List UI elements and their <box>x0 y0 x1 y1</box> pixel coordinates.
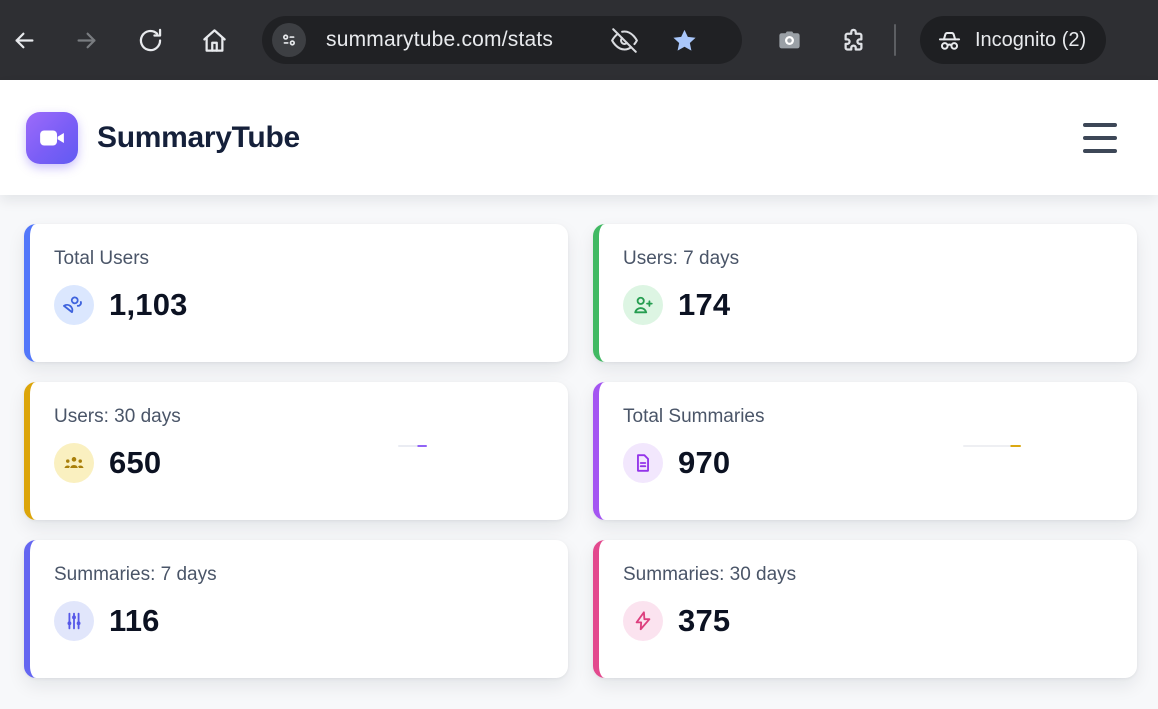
stat-card-value: 650 <box>109 445 162 480</box>
site-settings-icon <box>283 34 296 46</box>
stat-card-value: 174 <box>678 287 731 322</box>
home-button[interactable] <box>194 20 234 60</box>
stat-card-label: Users: 7 days <box>623 248 740 269</box>
stat-card: Users: 7 days 174 <box>593 224 1137 362</box>
stat-card-value: 375 <box>678 603 731 638</box>
hamburger-icon <box>1083 122 1117 127</box>
url-text[interactable]: summarytube.com/stats <box>326 28 554 51</box>
back-button[interactable] <box>4 20 44 60</box>
bookmark-star-icon <box>672 29 696 51</box>
incognito-badge[interactable]: Incognito (2) <box>920 16 1107 64</box>
reload-button[interactable] <box>130 20 170 60</box>
camera-button[interactable] <box>769 20 809 60</box>
video-camera-icon <box>40 130 64 145</box>
stat-card-value: 970 <box>678 445 731 480</box>
stat-card-label: Summaries: 7 days <box>54 564 217 585</box>
toolbar-divider <box>894 24 896 56</box>
stat-card: Total Summaries 970 <box>593 382 1137 520</box>
reload-icon <box>139 28 161 51</box>
incognito-label: Incognito (2) <box>975 28 1087 51</box>
user-group-icon <box>54 443 94 483</box>
menu-button[interactable] <box>1083 122 1119 153</box>
stat-card: Users: 30 days 650 <box>24 382 568 520</box>
page-title: SummaryTube <box>97 120 300 154</box>
site-header: SummaryTube <box>0 80 1158 195</box>
stat-card-label: Total Users <box>54 248 150 269</box>
users-icon <box>54 285 94 325</box>
back-icon <box>15 32 33 48</box>
stat-card-label: Total Summaries <box>623 406 765 427</box>
stat-card-value: 1,103 <box>109 287 188 322</box>
zap-icon <box>623 601 663 641</box>
user-plus-icon <box>623 285 663 325</box>
eye-off-icon <box>610 27 638 53</box>
stat-card: Total Users 1,103 <box>24 224 568 362</box>
shimmer-artifact <box>398 445 427 447</box>
stat-card-label: Users: 30 days <box>54 406 181 427</box>
extensions-button[interactable] <box>833 20 873 60</box>
eye-off-button[interactable] <box>606 22 642 58</box>
browser-toolbar: summarytube.com/stats Incognito (2) <box>0 0 1158 80</box>
stat-card: Summaries: 30 days 375 <box>593 540 1137 678</box>
sliders-icon <box>54 601 94 641</box>
incognito-icon <box>938 31 961 50</box>
shimmer-artifact <box>963 445 1021 447</box>
logo[interactable] <box>26 111 78 164</box>
forward-button[interactable] <box>66 20 106 60</box>
bookmark-star-button[interactable] <box>666 22 702 58</box>
url-bar[interactable]: summarytube.com/stats <box>262 16 742 64</box>
camera-icon <box>778 31 800 48</box>
stats-grid: Total Users 1,103 Users: 7 days 174 User… <box>0 195 1158 678</box>
site-settings-button[interactable] <box>272 23 306 57</box>
extensions-puzzle-icon <box>844 28 862 51</box>
home-icon <box>202 28 226 52</box>
stat-card: Summaries: 7 days 116 <box>24 540 568 678</box>
stat-card-label: Summaries: 30 days <box>623 564 797 585</box>
file-text-icon <box>623 443 663 483</box>
stat-card-value: 116 <box>109 603 160 638</box>
forward-icon <box>77 32 95 48</box>
